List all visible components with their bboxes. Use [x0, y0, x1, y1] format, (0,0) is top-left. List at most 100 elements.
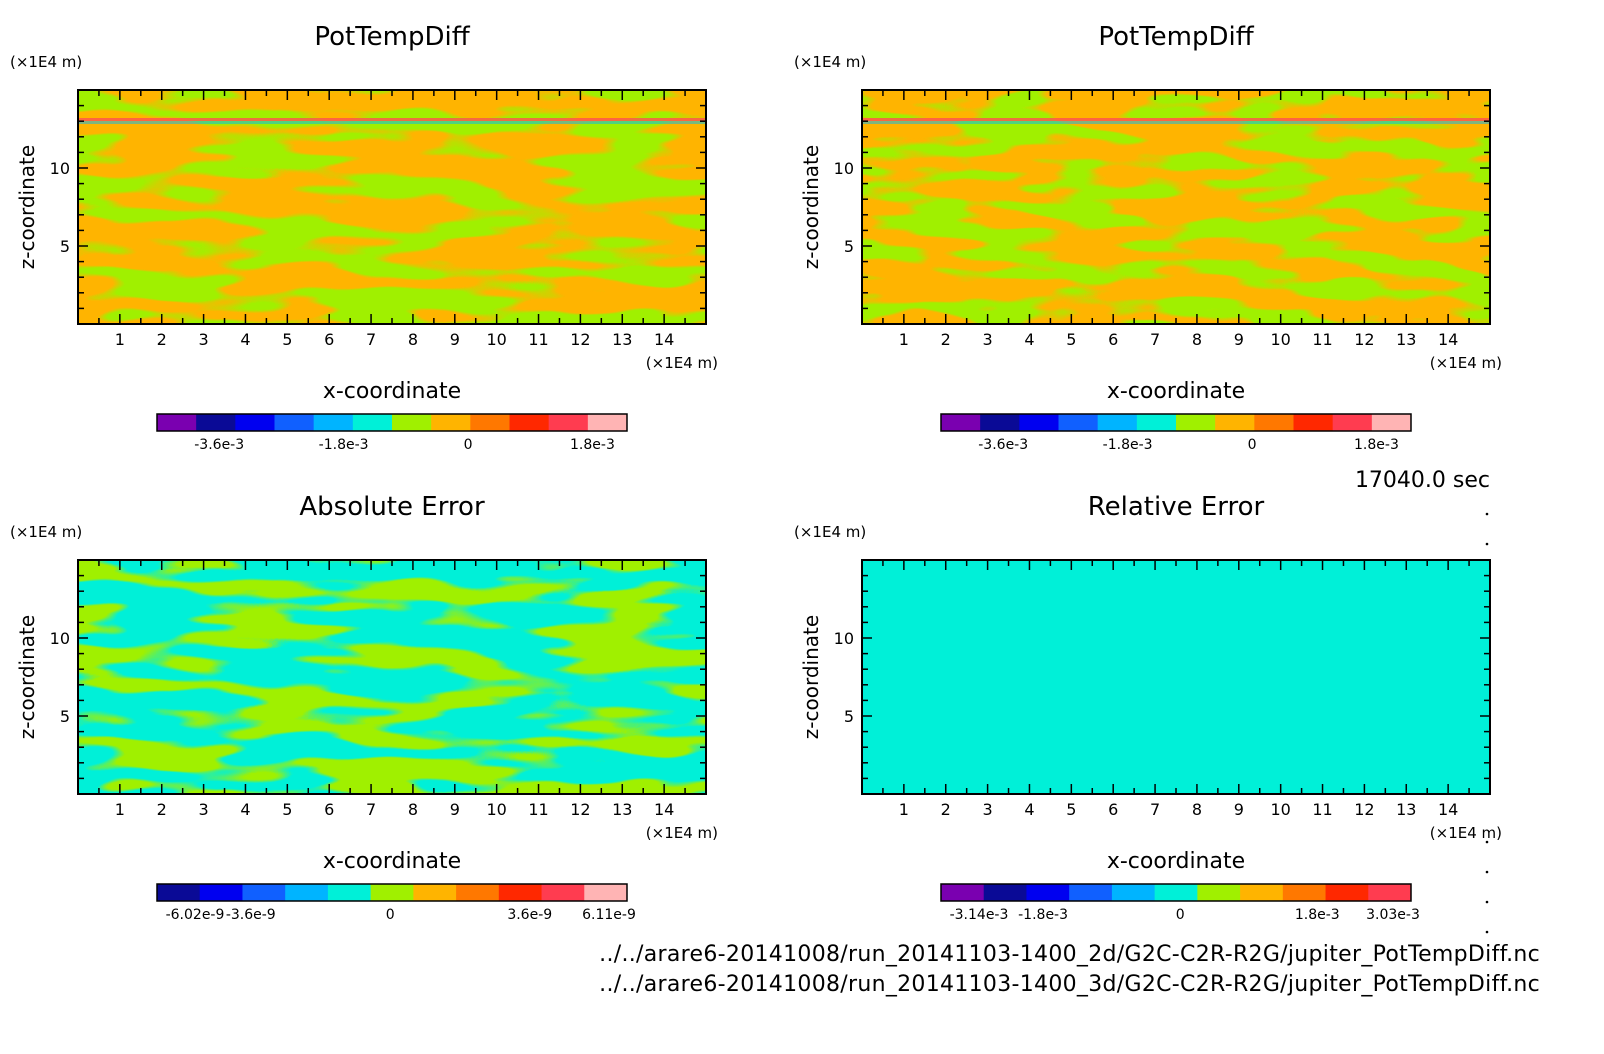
colorbar-tick-label: 0: [386, 907, 395, 923]
colorbar-tick-label: 0: [464, 437, 473, 453]
x-tick-label: 1: [899, 330, 909, 349]
file-path-3d: ../../arare6-20141008/run_20141103-1400_…: [599, 972, 1540, 997]
x-tick-label: 3: [199, 800, 209, 819]
colorbar-swatch: [980, 414, 1020, 431]
colorbar-swatch: [352, 414, 393, 431]
colorbar-swatch: [584, 884, 628, 901]
y-tick-label: 5: [60, 707, 70, 726]
x-tick-label: 3: [983, 330, 993, 349]
x-tick-label: 14: [654, 800, 674, 819]
x-tick-label: 2: [941, 800, 951, 819]
time-label: 17040.0 sec: [1355, 468, 1490, 493]
x-tick-label: 14: [1438, 800, 1458, 819]
x-tick-label: 12: [1354, 330, 1374, 349]
chart-panel-3: Absolute Error(×1E4 m)1 2 3 4 5 6 7 8 9 10 11 12 13 1…: [10, 492, 718, 923]
x-tick-label: 5: [282, 800, 292, 819]
x-tick-label: 7: [366, 330, 376, 349]
x-tick-label: 13: [1396, 800, 1416, 819]
colorbar-swatch: [941, 884, 985, 901]
x-tick-label: 1: [115, 800, 125, 819]
colorbar-frame: [156, 413, 628, 432]
colorbar-swatch: [196, 414, 236, 431]
x-tick-label: 4: [1024, 330, 1034, 349]
x-tick-label: 3: [199, 330, 209, 349]
x-tick-label: 7: [1150, 800, 1160, 819]
chart-panel-1: PotTempDiff(×1E4 m)1 2 3 4 5 6 7 8 9 10 11 12 13 1451…: [10, 22, 718, 453]
x-tick-label: 5: [282, 330, 292, 349]
colorbar-tick-label: 6.11e-9: [582, 907, 636, 923]
colorbar-tick-label: -1.8e-3: [1103, 437, 1153, 453]
colorbar-tick-label: -3.6e-3: [978, 437, 1028, 453]
colorbar-tick-label: -3.14e-3: [950, 907, 1009, 923]
x-unit-label: (×1E4 m): [1430, 824, 1502, 842]
colorbar-frame: [940, 413, 1412, 432]
y-axis-label: z-coordinate: [799, 615, 823, 739]
colorbar-tick-label: 1.8e-3: [1354, 437, 1399, 453]
x-tick-label: 13: [612, 800, 632, 819]
chart-panel-2: PotTempDiff(×1E4 m)1 2 3 4 5 6 7 8 9 10 11 12 13 1451…: [794, 22, 1502, 453]
colorbar-swatch: [509, 414, 550, 431]
x-tick-label: 4: [1024, 800, 1034, 819]
x-tick-label: 10: [1270, 330, 1290, 349]
colorbar-swatch: [157, 884, 201, 901]
colorbar-swatch: [983, 884, 1027, 901]
x-tick-label: 10: [486, 330, 506, 349]
y-tick-label: 10: [834, 159, 854, 178]
field-band: [78, 118, 706, 121]
y-unit-label: (×1E4 m): [10, 523, 82, 541]
file-path-2d: ../../arare6-20141008/run_20141103-1400_…: [599, 942, 1540, 967]
x-tick-label: 6: [324, 330, 334, 349]
colorbar-frame: [156, 883, 628, 902]
colorbar-swatch: [1197, 884, 1241, 901]
colorbar-swatch: [1136, 414, 1177, 431]
colorbar-tick-label: 1.8e-3: [570, 437, 615, 453]
colorbar-swatch: [1368, 884, 1412, 901]
chart-title: PotTempDiff: [1098, 22, 1254, 52]
y-tick-label: 5: [844, 707, 854, 726]
field-pattern: [78, 560, 706, 794]
x-tick-label: 8: [408, 800, 418, 819]
colorbar-tick-label: 3.03e-3: [1366, 907, 1420, 923]
colorbar-swatch: [456, 884, 500, 901]
colorbar-swatch: [1282, 884, 1327, 901]
x-tick-label: 1: [115, 330, 125, 349]
x-tick-label: 12: [570, 800, 590, 819]
x-tick-label: 1: [899, 800, 909, 819]
chart-title: Absolute Error: [299, 492, 485, 522]
x-axis-label: x-coordinate: [1107, 849, 1245, 874]
x-axis-label: x-coordinate: [323, 849, 461, 874]
colorbar-tick-label: 3.6e-9: [507, 907, 552, 923]
x-tick-label: 9: [1234, 800, 1244, 819]
x-tick-label: 11: [1312, 330, 1332, 349]
colorbar-swatch: [1215, 414, 1255, 431]
y-tick-label: 10: [50, 629, 70, 648]
y-unit-label: (×1E4 m): [10, 53, 82, 71]
colorbar-swatch: [1069, 884, 1113, 901]
colorbar-swatch: [235, 414, 275, 431]
x-axis-label: x-coordinate: [1107, 379, 1245, 404]
colorbar-tick-label: -1.8e-3: [1018, 907, 1068, 923]
colorbar-swatch: [327, 884, 372, 901]
field-band: [862, 118, 1490, 121]
y-tick-label: 5: [60, 237, 70, 256]
x-unit-label: (×1E4 m): [646, 824, 718, 842]
field-pattern: [862, 90, 1490, 324]
colorbar-swatch: [1154, 884, 1198, 901]
x-tick-label: 10: [486, 800, 506, 819]
colorbar-swatch: [587, 414, 628, 431]
x-unit-label: (×1E4 m): [646, 354, 718, 372]
colorbar-swatch: [431, 414, 471, 431]
colorbar-frame: [940, 883, 1412, 902]
x-tick-label: 11: [528, 330, 548, 349]
colorbar-swatch: [1332, 414, 1373, 431]
colorbar-swatch: [941, 414, 981, 431]
y-tick-label: 5: [844, 237, 854, 256]
x-tick-label: 9: [1234, 330, 1244, 349]
chart-title: PotTempDiff: [314, 22, 470, 52]
y-axis-label: z-coordinate: [15, 615, 39, 739]
x-tick-label: 11: [528, 800, 548, 819]
x-tick-label: 12: [570, 330, 590, 349]
x-tick-label: 8: [1192, 800, 1202, 819]
x-tick-label: 14: [654, 330, 674, 349]
